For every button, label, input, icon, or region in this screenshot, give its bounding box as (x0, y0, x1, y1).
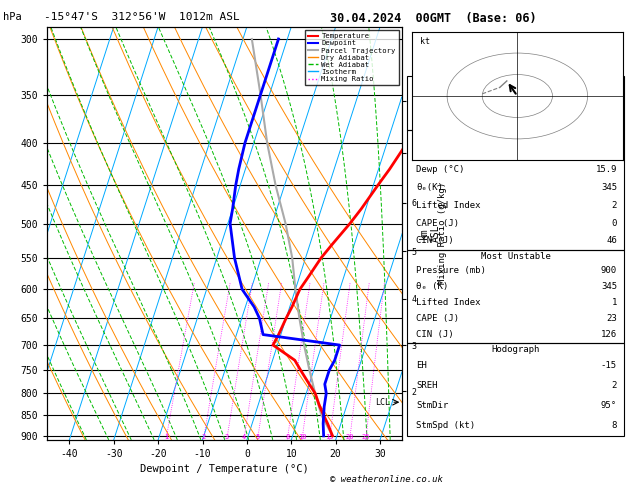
Text: CIN (J): CIN (J) (416, 236, 454, 245)
Text: kt: kt (420, 37, 430, 46)
Text: -15: -15 (601, 362, 617, 370)
Text: 25: 25 (362, 434, 370, 440)
Text: CAPE (J): CAPE (J) (416, 219, 459, 227)
Text: 8: 8 (611, 421, 617, 430)
Text: Mixing Ratio (g/kg): Mixing Ratio (g/kg) (438, 182, 447, 284)
Text: 15.9: 15.9 (596, 165, 617, 174)
Text: 2: 2 (611, 201, 617, 210)
Text: 95°: 95° (601, 401, 617, 410)
Text: LCL: LCL (375, 398, 390, 407)
Text: 2: 2 (611, 382, 617, 390)
X-axis label: Dewpoint / Temperature (°C): Dewpoint / Temperature (°C) (140, 465, 309, 474)
Bar (408, 343, 623, 436)
Text: θₑ(K): θₑ(K) (416, 183, 443, 192)
Text: 2: 2 (201, 434, 206, 440)
Text: StmSpd (kt): StmSpd (kt) (416, 421, 476, 430)
Text: 0: 0 (611, 219, 617, 227)
Text: SREH: SREH (416, 382, 438, 390)
Bar (408, 76, 623, 130)
Text: K: K (416, 81, 421, 90)
Text: 41: 41 (606, 99, 617, 108)
Text: 345: 345 (601, 183, 617, 192)
Text: -15°47'S  312°56'W  1012m ASL: -15°47'S 312°56'W 1012m ASL (44, 12, 240, 22)
Text: Totals Totals: Totals Totals (416, 99, 486, 108)
Text: Dewp (°C): Dewp (°C) (416, 165, 465, 174)
Text: Most Unstable: Most Unstable (481, 252, 550, 261)
Bar (408, 250, 623, 343)
Bar (408, 130, 623, 250)
Text: 46: 46 (606, 236, 617, 245)
Text: CIN (J): CIN (J) (416, 330, 454, 339)
Text: 30.04.2024  00GMT  (Base: 06): 30.04.2024 00GMT (Base: 06) (330, 12, 537, 25)
Text: Hodograph: Hodograph (491, 345, 540, 354)
Text: 5: 5 (255, 434, 260, 440)
Text: 345: 345 (601, 282, 617, 292)
Text: 4: 4 (242, 434, 246, 440)
Text: 1: 1 (611, 298, 617, 307)
Text: 23: 23 (606, 314, 617, 323)
Text: 20: 20 (345, 434, 354, 440)
Text: PW (cm): PW (cm) (416, 117, 454, 125)
Text: StmDir: StmDir (416, 401, 448, 410)
Text: Temp (°C): Temp (°C) (416, 148, 465, 156)
Text: 3: 3 (225, 434, 229, 440)
Text: 900: 900 (601, 266, 617, 276)
Legend: Temperature, Dewpoint, Parcel Trajectory, Dry Adiabat, Wet Adiabat, Isotherm, Mi: Temperature, Dewpoint, Parcel Trajectory… (305, 30, 399, 85)
Text: 126: 126 (601, 330, 617, 339)
Text: 15: 15 (325, 434, 334, 440)
Text: Lifted Index: Lifted Index (416, 201, 481, 210)
Text: EH: EH (416, 362, 427, 370)
Text: 1: 1 (164, 434, 168, 440)
Text: Surface: Surface (497, 132, 534, 141)
Text: θₑ (K): θₑ (K) (416, 282, 448, 292)
Text: 2.61: 2.61 (596, 117, 617, 125)
Y-axis label: km
ASL: km ASL (419, 225, 441, 242)
Text: CAPE (J): CAPE (J) (416, 314, 459, 323)
Text: 37: 37 (606, 81, 617, 90)
Text: Lifted Index: Lifted Index (416, 298, 481, 307)
Text: 8: 8 (285, 434, 289, 440)
Text: hPa: hPa (3, 12, 22, 22)
Text: 24.8: 24.8 (596, 148, 617, 156)
Text: © weatheronline.co.uk: © weatheronline.co.uk (330, 474, 443, 484)
Text: Pressure (mb): Pressure (mb) (416, 266, 486, 276)
Text: 10: 10 (298, 434, 306, 440)
